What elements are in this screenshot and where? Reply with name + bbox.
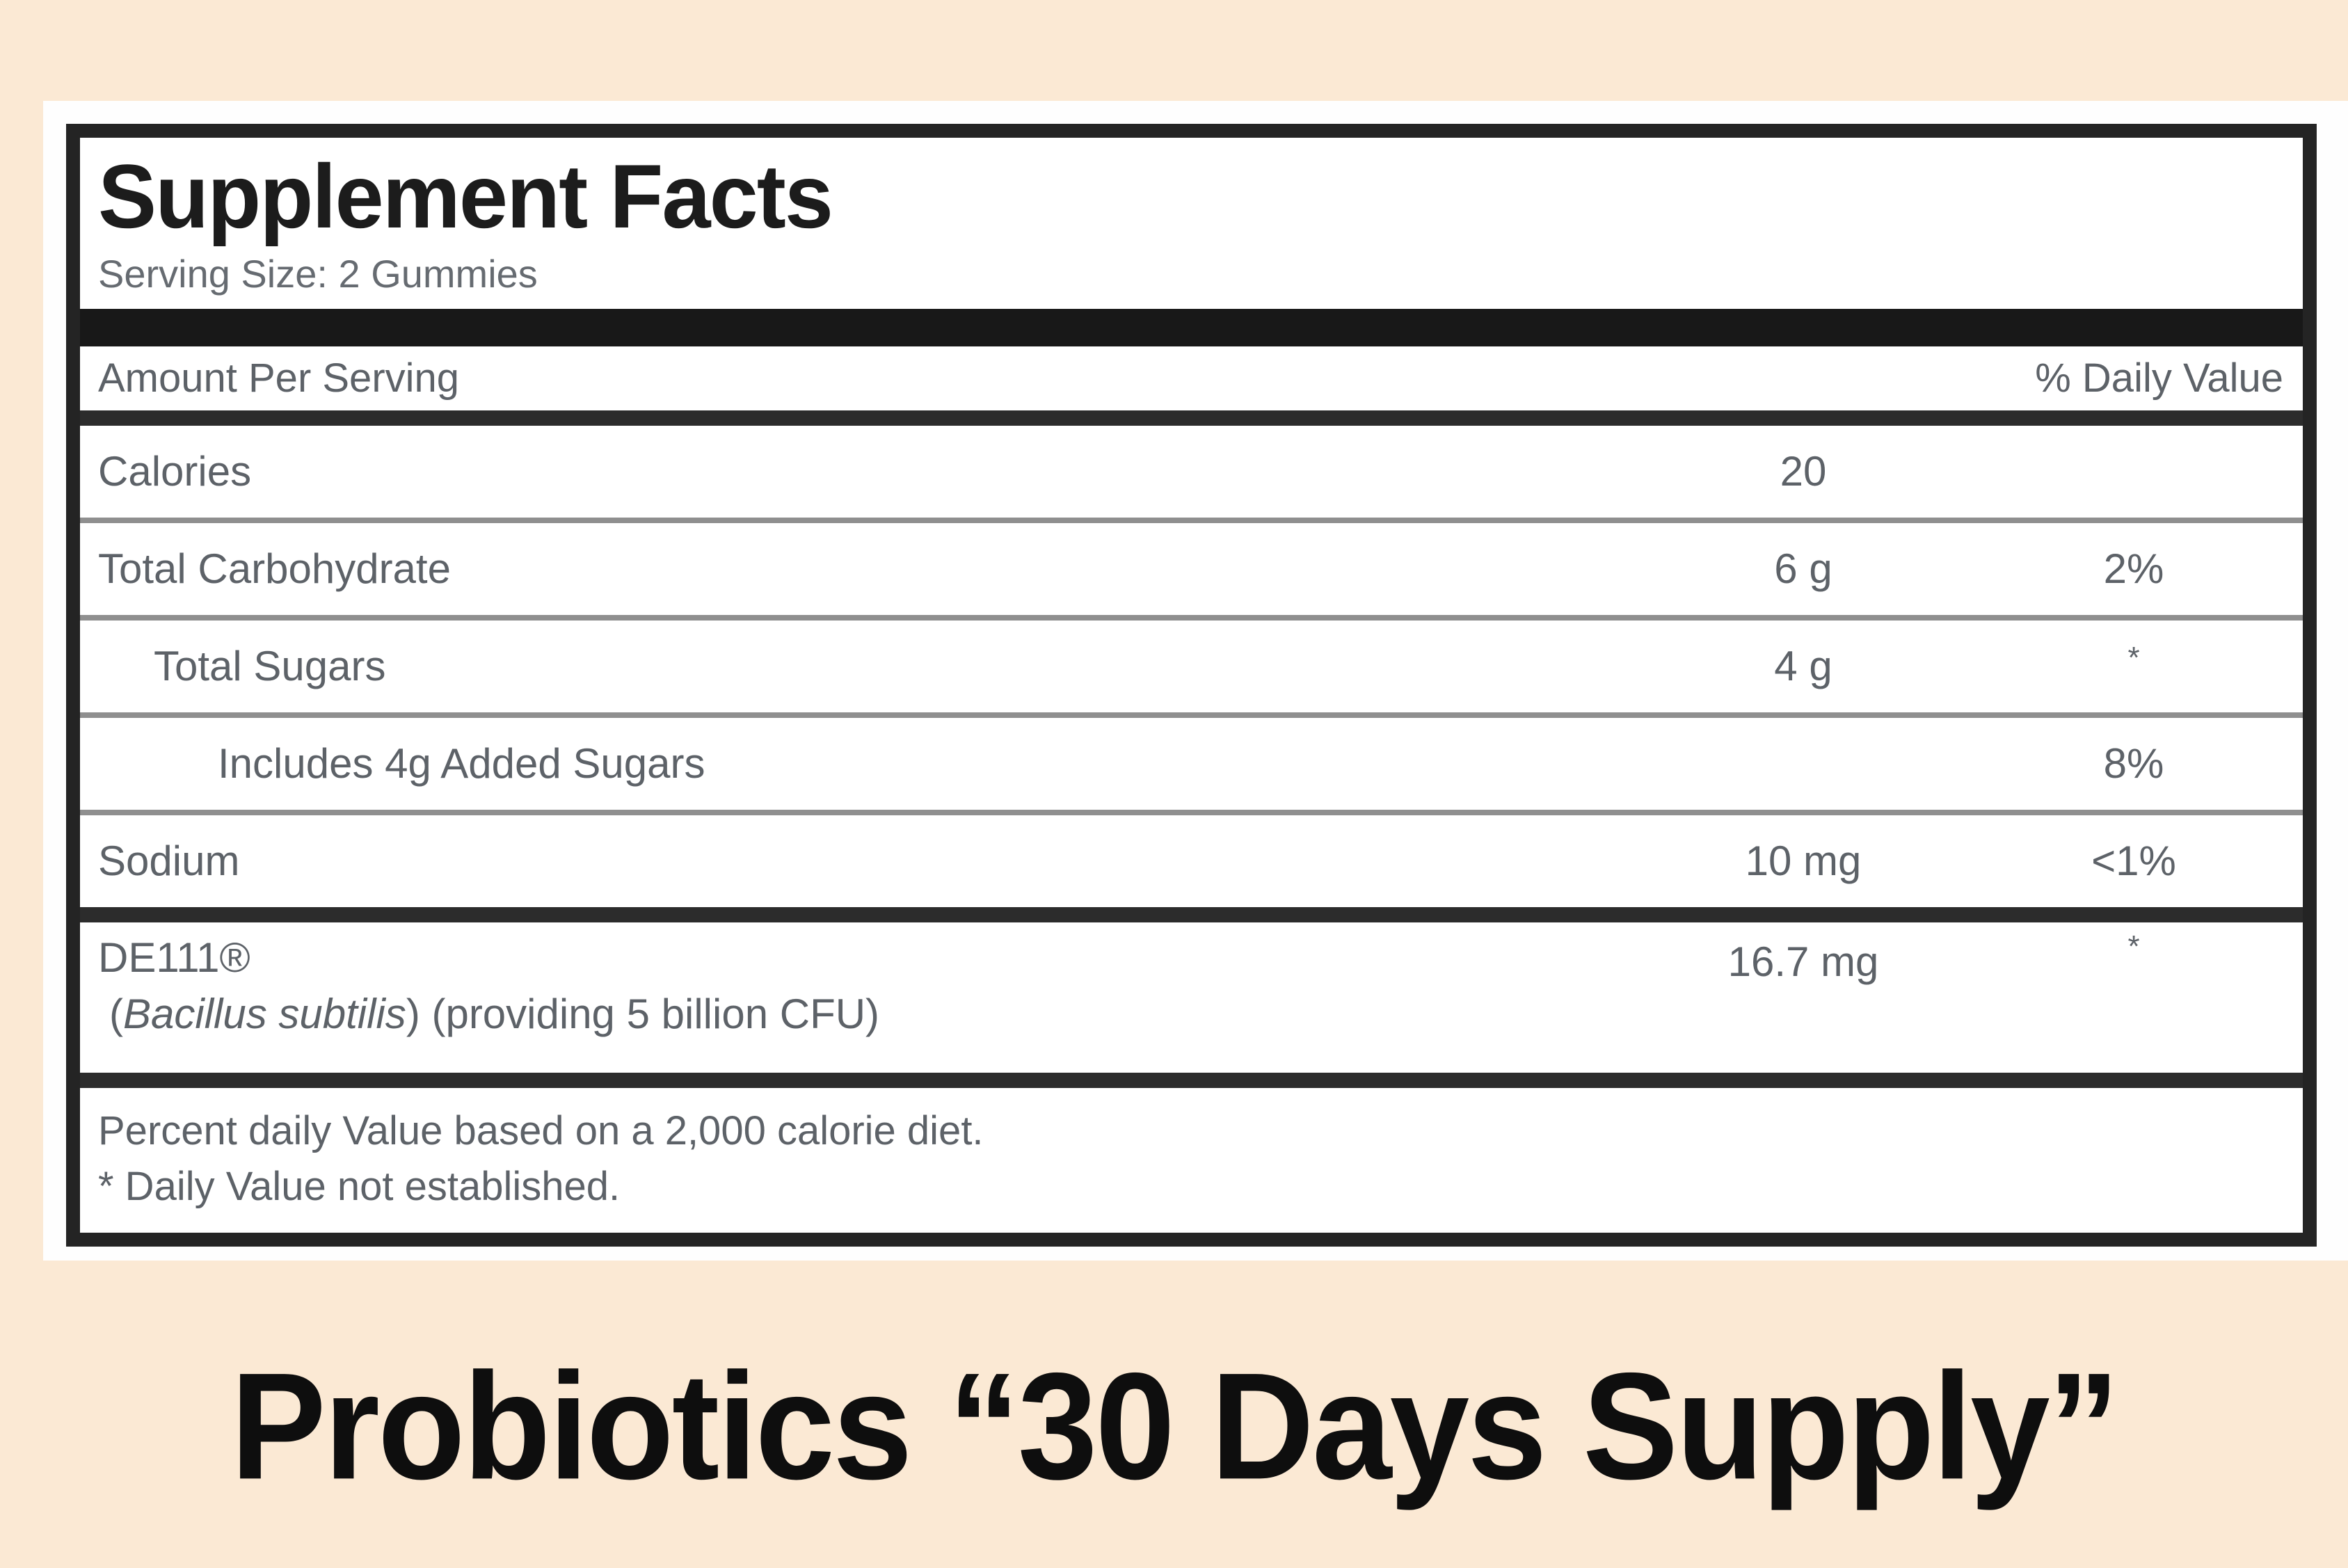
nutrient-amount: 10 mg bbox=[1745, 838, 1862, 884]
nutrient-amount: 16.7 mg bbox=[1727, 938, 1879, 985]
facts-title: Supplement Facts bbox=[98, 145, 833, 247]
nutrient-name: Total Carbohydrate bbox=[98, 545, 451, 592]
divider-thin bbox=[80, 809, 2303, 815]
table-row-added-sugars: Includes 4g Added Sugars 8% bbox=[80, 718, 2303, 810]
nutrient-name: Total Sugars bbox=[154, 643, 386, 689]
de111-name-line1: DE111® bbox=[98, 934, 250, 981]
serving-size: Serving Size: 2 Gummies bbox=[98, 251, 538, 296]
de111-name-line2: (Bacillus subtilis) (providing 5 billion… bbox=[98, 990, 1622, 1038]
divider-dark bbox=[80, 1072, 2303, 1088]
divider-dark bbox=[80, 906, 2303, 922]
nutrient-amount: 6 g bbox=[1774, 545, 1832, 592]
nutrient-dv: 8% bbox=[2103, 740, 2164, 787]
footnote-not-established: * Daily Value not established. bbox=[98, 1163, 621, 1209]
footnote-daily-value: Percent daily Value based on a 2,000 cal… bbox=[98, 1107, 984, 1153]
divider-dark bbox=[80, 410, 2303, 426]
nutrient-dv: <1% bbox=[2091, 838, 2176, 884]
nutrient-name: DE111® (Bacillus subtilis) (providing 5 … bbox=[98, 934, 1622, 1038]
nutrient-name: Calories bbox=[98, 448, 252, 495]
divider-thin bbox=[80, 712, 2303, 718]
table-row-sodium: Sodium 10 mg <1% bbox=[80, 815, 2303, 907]
nutrient-amount: 4 g bbox=[1774, 643, 1832, 689]
facts-header: Supplement Facts Serving Size: 2 Gummies bbox=[80, 138, 2303, 309]
nutrient-name: Sodium bbox=[98, 838, 240, 884]
table-row-calories: Calories 20 bbox=[80, 426, 2303, 518]
de111-paren-open: ( bbox=[109, 990, 123, 1037]
nutrient-dv: * bbox=[2127, 640, 2140, 675]
table-row-de111: DE111® (Bacillus subtilis) (providing 5 … bbox=[80, 922, 2303, 1073]
column-header-row: Amount Per Serving % Daily Value bbox=[80, 346, 2303, 410]
table-row-total-sugars: Total Sugars 4 g * bbox=[80, 621, 2303, 712]
divider-thin bbox=[80, 517, 2303, 523]
facts-footnotes: Percent daily Value based on a 2,000 cal… bbox=[80, 1088, 2303, 1233]
product-caption: Probiotics “30 Days Supply” bbox=[230, 1341, 2119, 1511]
nutrient-dv: * bbox=[2127, 929, 2140, 963]
de111-species-italic: Bacillus subtilis bbox=[122, 990, 406, 1037]
nutrient-dv: 2% bbox=[2103, 545, 2164, 592]
divider-thin bbox=[80, 614, 2303, 621]
label-panel: Supplement Facts Serving Size: 2 Gummies… bbox=[43, 101, 2348, 1261]
daily-value-header: % Daily Value bbox=[2035, 355, 2283, 401]
nutrient-name: Includes 4g Added Sugars bbox=[218, 740, 705, 787]
supplement-facts-table: Supplement Facts Serving Size: 2 Gummies… bbox=[66, 124, 2317, 1247]
thick-divider-top bbox=[80, 308, 2303, 346]
nutrient-amount: 20 bbox=[1780, 448, 1827, 495]
table-row-total-carbohydrate: Total Carbohydrate 6 g 2% bbox=[80, 523, 2303, 615]
amount-per-serving-header: Amount Per Serving bbox=[98, 355, 460, 401]
de111-cfu-text: ) (providing 5 billion CFU) bbox=[406, 990, 880, 1037]
